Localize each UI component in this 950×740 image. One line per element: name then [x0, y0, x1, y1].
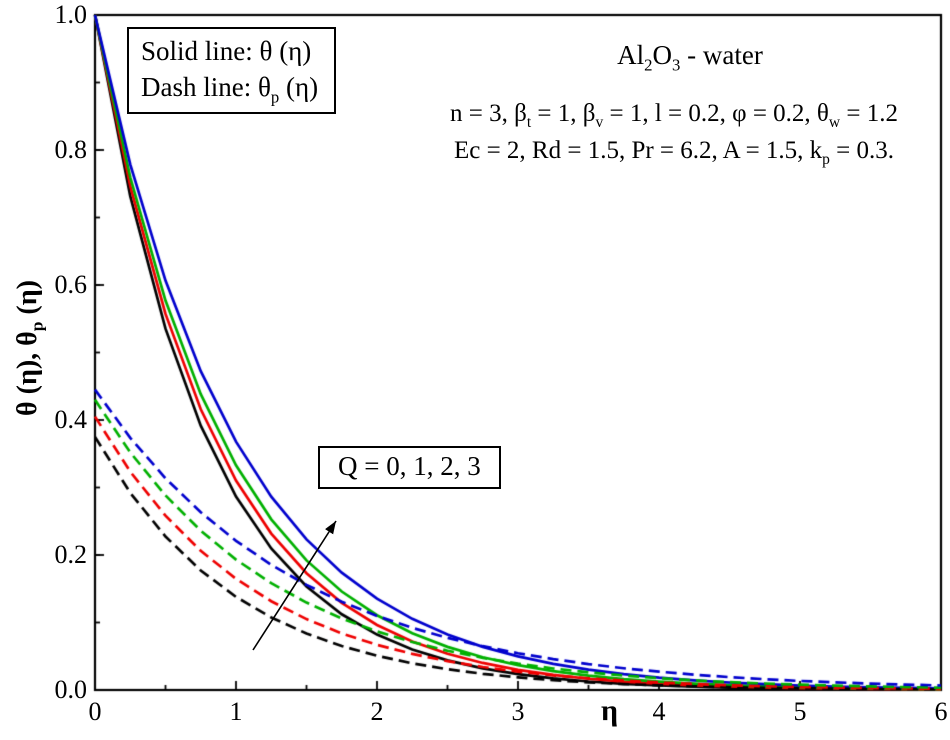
nanofluid-label: Al2O3 - water — [617, 40, 763, 75]
y-tick-label: 0.4 — [54, 405, 88, 434]
x-tick-label: 4 — [652, 697, 666, 726]
parameters-line-2: Ec = 2, Rd = 1.5, Pr = 6.2, A = 1.5, kp … — [453, 137, 895, 168]
x-tick-label: 0 — [88, 697, 102, 726]
x-tick-label: 6 — [934, 697, 948, 726]
legend-solid-line-label: Solid line: θ (η) — [141, 36, 312, 66]
y-axis-title: θ (η), θp (η) — [12, 280, 47, 416]
legend-dash-line-label: Dash line: θp (η) — [141, 72, 319, 107]
y-tick-label: 0.2 — [54, 540, 88, 569]
x-tick-label: 5 — [793, 697, 807, 726]
y-tick-label: 1.0 — [54, 0, 88, 29]
legend: Solid line: θ (η) Dash line: θp (η) — [127, 27, 337, 114]
x-tick-label: 1 — [229, 697, 243, 726]
y-tick-label: 0.8 — [54, 135, 88, 164]
parameters-line-1: n = 3, βt = 1, βv = 1, l = 0.2, φ = 0.2,… — [450, 100, 898, 131]
x-tick-label: 3 — [511, 697, 525, 726]
y-tick-label: 0.6 — [54, 270, 88, 299]
x-axis-title: η — [601, 694, 619, 727]
q-values-annotation: Q = 0, 1, 2, 3 — [318, 446, 501, 489]
y-tick-label: 0.0 — [54, 675, 88, 704]
x-tick-label: 2 — [370, 697, 384, 726]
